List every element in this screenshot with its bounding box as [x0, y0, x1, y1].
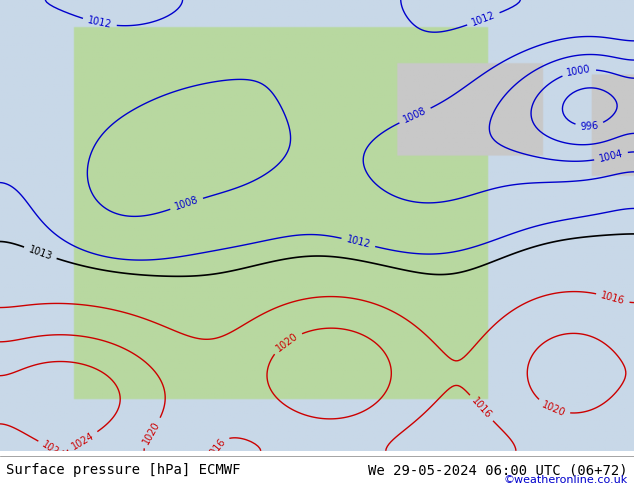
Text: 1016: 1016 — [205, 436, 228, 461]
Text: 1020: 1020 — [274, 331, 300, 353]
Text: 1008: 1008 — [173, 195, 200, 212]
Text: 1012: 1012 — [470, 10, 496, 28]
Text: 1012: 1012 — [345, 235, 372, 250]
Text: 1024: 1024 — [40, 440, 66, 461]
Text: ©weatheronline.co.uk: ©weatheronline.co.uk — [503, 475, 628, 485]
Text: 996: 996 — [580, 121, 599, 131]
Text: 1016: 1016 — [600, 290, 626, 306]
Text: 1016: 1016 — [469, 395, 493, 420]
Text: 1012: 1012 — [87, 16, 113, 30]
Text: Surface pressure [hPa] ECMWF: Surface pressure [hPa] ECMWF — [6, 464, 241, 477]
Text: 1020: 1020 — [540, 399, 567, 418]
Text: We 29-05-2024 06:00 UTC (06+72): We 29-05-2024 06:00 UTC (06+72) — [368, 464, 628, 477]
Text: 1024: 1024 — [70, 430, 96, 451]
Text: 1000: 1000 — [566, 64, 592, 78]
Text: 1013: 1013 — [27, 244, 53, 262]
Text: 1020: 1020 — [141, 419, 162, 446]
Text: 1004: 1004 — [598, 148, 624, 164]
Text: 1008: 1008 — [402, 106, 428, 125]
